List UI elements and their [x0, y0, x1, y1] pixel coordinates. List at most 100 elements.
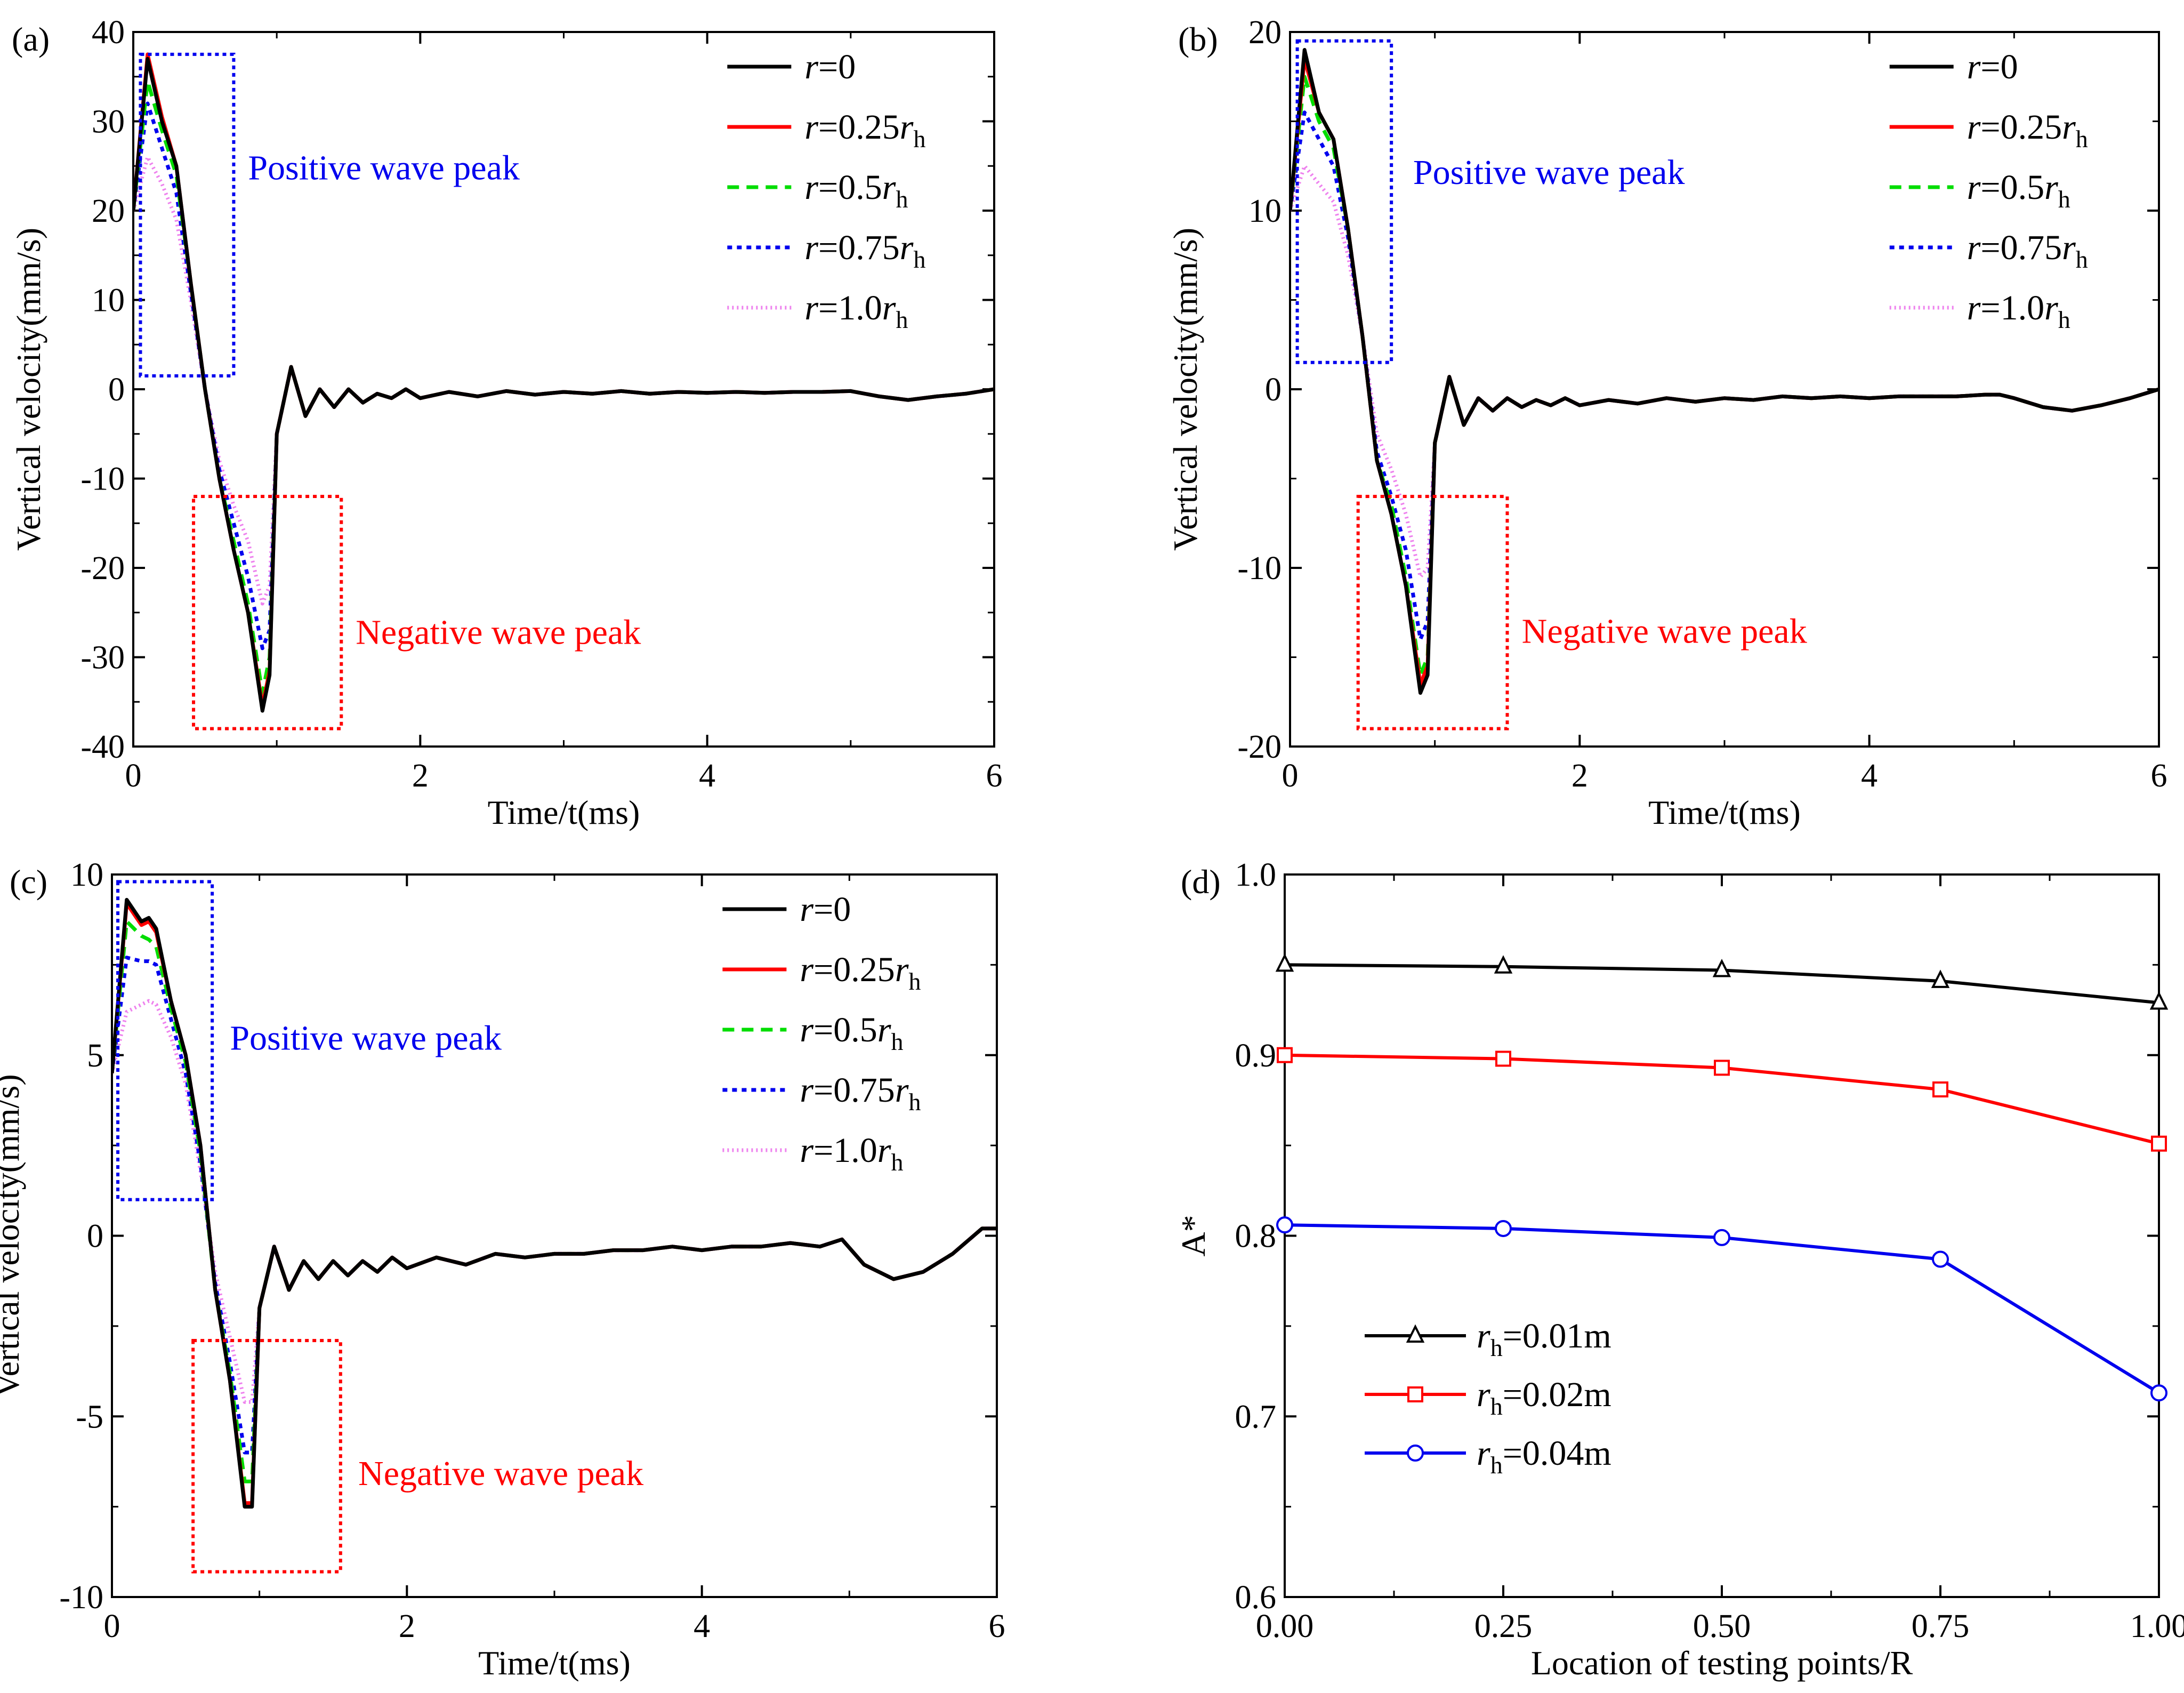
legend-marker-1: [1406, 1324, 1425, 1343]
panel-label: (d): [1181, 863, 1221, 901]
chart-panel-1: (a) 0 2 4 6 -40 -30 -20 -10 0 10 20 30 40 Time/t(ms) Ve…: [10, 14, 1003, 831]
y-tick-label: 10: [92, 283, 125, 319]
data-point-2-5: [2151, 1135, 2167, 1152]
x-tick-label: 0: [1282, 758, 1299, 794]
y-tick-label: -20: [80, 550, 125, 587]
x-tick-label: 1.00: [2130, 1608, 2184, 1644]
series-line-3: [1285, 1223, 2159, 1394]
annotation-box-1: [139, 52, 236, 378]
annotation-label-1: Positive wave peak: [1413, 153, 1685, 192]
data-point-2-4: [1932, 1081, 1948, 1098]
y-tick-label: 1.0: [1235, 857, 1277, 893]
legend-label-2: r=0.25rh: [804, 108, 925, 153]
data-point-1-2: [1494, 955, 1513, 974]
chart-panel-2: (b) 0 2 4 6 -20 -10 0 10 20 Time/t(ms) Vertical vel…: [1166, 14, 2167, 831]
legend-label-1: r=0: [1967, 47, 2018, 86]
data-point-3-1: [1276, 1216, 1293, 1234]
x-tick-label: 4: [1861, 758, 1877, 794]
data-point-1-3: [1712, 959, 1731, 977]
annotation-label-2: Negative wave peak: [356, 613, 641, 652]
annotation-box-1: [1295, 39, 1393, 364]
y-tick-label: -20: [1237, 729, 1282, 765]
x-axis-label: Time/t(ms): [1648, 793, 1801, 831]
y-axis-label: A*: [1174, 1215, 1212, 1256]
x-tick-label: 6: [2151, 758, 2167, 794]
legend-label-5: r=1.0rh: [800, 1131, 903, 1176]
y-tick-label: 20: [92, 193, 125, 229]
annotation-label-1: Positive wave peak: [248, 148, 520, 187]
legend-label-3: r=0.5rh: [1967, 168, 2070, 213]
data-point-2-1: [1277, 1047, 1293, 1063]
y-tick-label: -30: [80, 640, 125, 676]
y-tick-label: -10: [80, 461, 125, 498]
y-tick-label: -5: [76, 1399, 103, 1435]
y-axis-label: Vertical velocity(mm/s): [10, 228, 47, 551]
legend-label-2: r=0.25rh: [1967, 108, 2088, 153]
y-tick-label: 20: [1248, 14, 1282, 51]
panel-label: (a): [12, 20, 50, 58]
annotation-label-2: Negative wave peak: [1522, 612, 1807, 651]
legend-marker-3: [1407, 1445, 1424, 1462]
x-tick-label: 0.25: [1474, 1608, 1533, 1644]
data-point-2-3: [1714, 1060, 1730, 1076]
legend-label-4: r=0.75rh: [1967, 228, 2088, 273]
legend-label-3: rh=0.04m: [1477, 1434, 1611, 1479]
data-point-1-1: [1275, 953, 1294, 972]
annotation-label-1: Positive wave peak: [230, 1019, 502, 1058]
y-tick-label: 0.8: [1235, 1218, 1277, 1255]
x-axis-label: Time/t(ms): [488, 793, 640, 831]
data-point-3-5: [2150, 1384, 2167, 1402]
x-tick-label: 6: [986, 758, 1003, 794]
data-point-3-2: [1495, 1219, 1512, 1237]
annotation-box-2: [1356, 495, 1509, 731]
x-tick-label: 2: [399, 1608, 415, 1644]
annotation-box-2: [192, 495, 343, 731]
x-tick-label: 4: [699, 758, 715, 794]
y-tick-label: 40: [92, 14, 125, 51]
data-point-3-4: [1932, 1250, 1949, 1268]
y-tick-label: -10: [59, 1579, 103, 1616]
data-point-1-4: [1931, 969, 1950, 988]
series-line-1: [1290, 48, 2159, 695]
y-tick-label: 0.9: [1235, 1038, 1277, 1074]
y-axis-label: Vertical velocity(mm/s): [1166, 228, 1204, 551]
legend-label-4: r=0.75rh: [800, 1071, 921, 1116]
data-point-2-2: [1495, 1050, 1511, 1067]
series-line-1: [112, 897, 997, 1509]
x-tick-label: 0.00: [1256, 1608, 1314, 1644]
legend-label-3: r=0.5rh: [804, 168, 908, 213]
series-line-1: [133, 57, 994, 713]
legend-label-1: r=0: [800, 890, 851, 929]
data-point-3-3: [1713, 1229, 1730, 1246]
x-tick-label: 4: [694, 1608, 710, 1644]
annotation-box-1: [116, 880, 214, 1201]
annotation-box-2: [191, 1338, 342, 1574]
y-tick-label: 0.6: [1235, 1579, 1277, 1616]
x-tick-label: 2: [412, 758, 429, 794]
annotation-label-2: Negative wave peak: [358, 1454, 643, 1493]
series-line-5: [133, 155, 994, 606]
data-point-1-5: [2149, 991, 2169, 1010]
panel-label: (c): [10, 863, 47, 901]
legend-label-5: r=1.0rh: [1967, 288, 2070, 333]
y-tick-label: -10: [1237, 550, 1282, 587]
legend-label-2: r=0.25rh: [800, 950, 921, 995]
y-tick-label: 0: [87, 1218, 103, 1255]
x-tick-label: 6: [989, 1608, 1005, 1644]
y-tick-label: -40: [80, 729, 125, 765]
y-tick-label: 10: [70, 857, 103, 893]
x-axis-label: Location of testing points/R: [1531, 1644, 1913, 1682]
x-tick-label: 2: [1571, 758, 1588, 794]
x-axis-label: Time/t(ms): [478, 1644, 631, 1682]
x-tick-label: 0.75: [1912, 1608, 1970, 1644]
y-tick-label: 10: [1248, 193, 1282, 229]
chart-panel-4: (d) 0.00 0.25 0.50 0.75 1.00 0.6 0.7 0.8 0.9 1.0 Lo…: [1174, 857, 2184, 1682]
series-line-2: [112, 901, 997, 1505]
x-tick-label: 0: [125, 758, 142, 794]
legend-label-5: r=1.0rh: [804, 288, 908, 333]
y-tick-label: 0.7: [1235, 1399, 1277, 1435]
legend-label-1: r=0: [804, 47, 856, 86]
y-axis-label: Vertical velocity(mm/s): [0, 1074, 26, 1397]
legend-label-1: rh=0.01m: [1477, 1317, 1611, 1361]
